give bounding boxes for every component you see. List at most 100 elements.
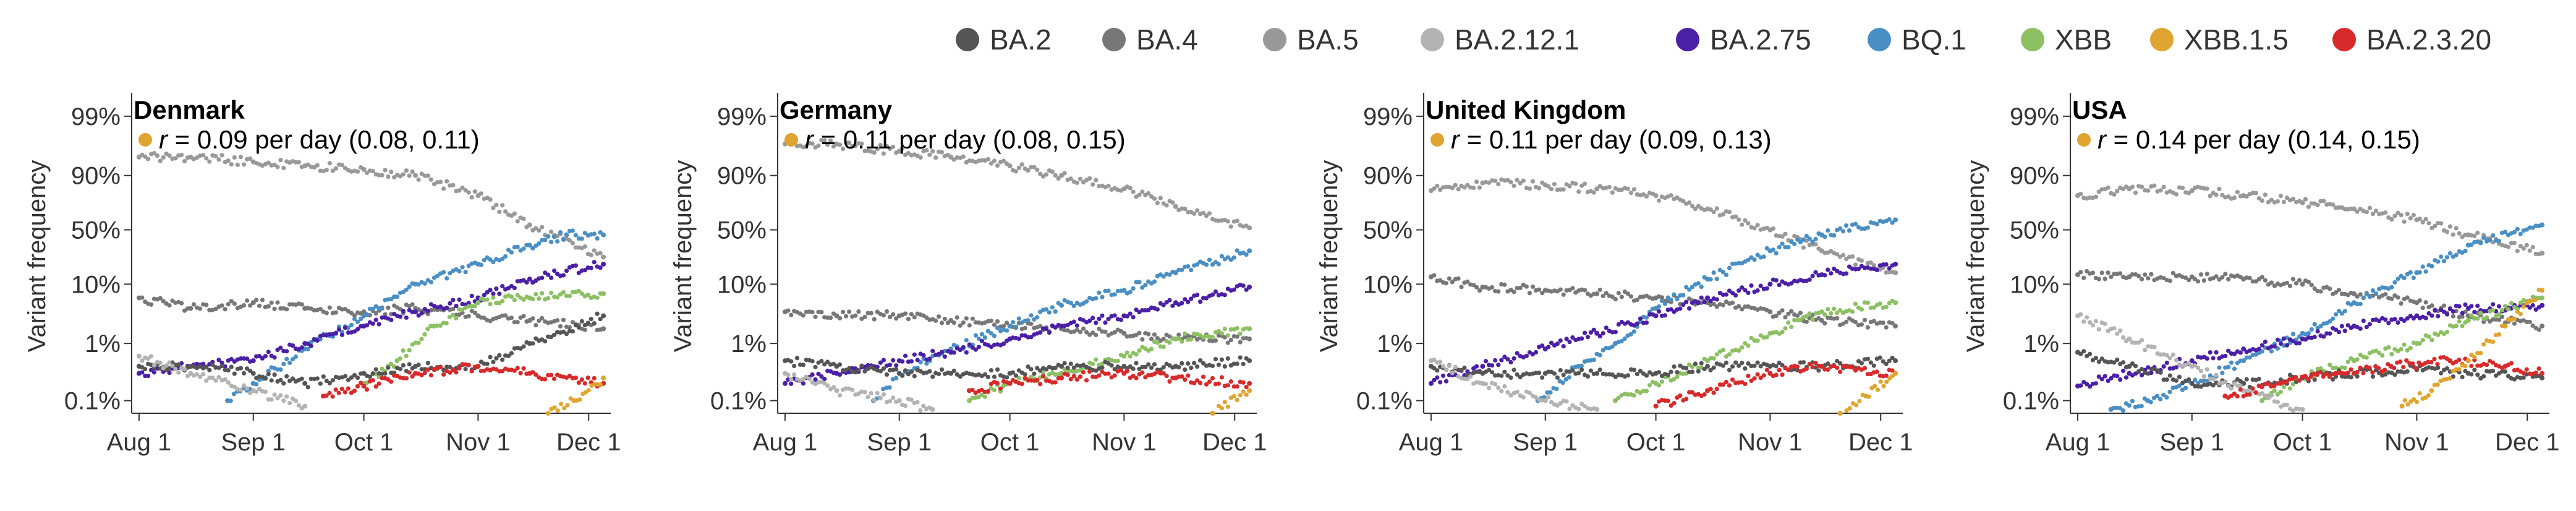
point-ba-2-3-20 <box>419 372 424 377</box>
point-ba-2-12-1 <box>244 386 250 391</box>
point-ba-2-75 <box>413 309 419 315</box>
point-ba-5 <box>2093 194 2098 199</box>
series-ba-2-3-20 <box>967 367 1252 395</box>
point-ba-2-75 <box>444 306 449 311</box>
point-ba-2-75 <box>2263 339 2268 345</box>
point-ba-2-3-20 <box>425 367 430 372</box>
point-ba-2-3-20 <box>370 378 375 383</box>
point-bq-1 <box>1084 299 1089 304</box>
point-ba-2 <box>1705 364 1711 369</box>
point-bq-1 <box>1746 257 1751 262</box>
point-ba-5 <box>1708 207 1713 212</box>
point-xbb-1-5 <box>2506 317 2511 322</box>
x-tick-label: Nov 1 <box>446 429 511 456</box>
point-ba-4 <box>1714 304 1719 309</box>
point-ba-5 <box>825 142 830 147</box>
point-ba-2 <box>1065 365 1070 371</box>
point-ba-4 <box>2183 275 2188 280</box>
point-ba-2-3-20 <box>2315 372 2320 377</box>
point-xbb-1-5 <box>2472 354 2477 359</box>
point-ba-2-75 <box>2272 344 2277 349</box>
point-bq-1 <box>1137 280 1142 285</box>
point-ba-2 <box>585 320 590 325</box>
point-bq-1 <box>573 233 578 238</box>
point-ba-2-12-1 <box>1443 367 1449 372</box>
point-bq-1 <box>2309 327 2314 332</box>
point-bq-1 <box>2490 233 2496 238</box>
point-ba-2-12-1 <box>2096 327 2101 332</box>
point-xbb <box>1749 335 1754 341</box>
point-ba-5 <box>2417 217 2422 221</box>
point-ba-2-3-20 <box>1078 374 1083 379</box>
point-ba-2-12-1 <box>1515 389 1520 395</box>
point-ba-2 <box>1216 363 1221 367</box>
point-ba-4 <box>2195 279 2201 284</box>
point-xbb <box>2287 386 2292 391</box>
point-ba-5 <box>2140 184 2145 189</box>
point-xbb-1-5 <box>1247 388 1252 393</box>
point-ba-4 <box>1774 313 1779 319</box>
point-ba-2 <box>1201 361 1206 366</box>
y-tick-label: 99% <box>71 103 121 131</box>
point-bq-1 <box>422 281 427 286</box>
point-ba-2-12-1 <box>2238 383 2243 389</box>
point-ba-4 <box>2540 324 2545 329</box>
point-ba-2-75 <box>373 317 378 322</box>
point-ba-2-3-20 <box>1195 378 1200 383</box>
point-bq-1 <box>2336 309 2342 314</box>
point-ba-2-3-20 <box>2383 367 2387 372</box>
point-ba-2-3-20 <box>1074 377 1079 382</box>
point-ba-5 <box>2161 184 2166 189</box>
point-ba-2-12-1 <box>238 387 244 393</box>
point-bq-1 <box>992 333 997 338</box>
point-ba-2 <box>315 376 320 381</box>
point-ba-2 <box>241 371 247 376</box>
point-ba-4 <box>967 323 972 328</box>
point-ba-2 <box>2472 367 2477 372</box>
point-xbb-1-5 <box>2490 339 2496 345</box>
point-ba-2-75 <box>2367 322 2372 327</box>
point-xbb <box>1711 356 1716 361</box>
point-ba-4 <box>2106 270 2111 275</box>
point-ba-5 <box>494 202 499 207</box>
point-ba-5 <box>2364 210 2369 215</box>
point-ba-2-12-1 <box>2118 328 2123 333</box>
point-ba-5 <box>2389 217 2394 222</box>
series-xbb <box>2259 294 2545 403</box>
point-ba-2 <box>1499 373 1504 378</box>
point-xbb <box>422 332 427 337</box>
point-bq-1 <box>228 398 233 403</box>
point-bq-1 <box>1686 287 1692 292</box>
point-ba-5 <box>2395 210 2400 215</box>
point-xbb <box>2275 392 2280 397</box>
point-bq-1 <box>887 385 892 390</box>
point-ba-4 <box>1536 287 1542 292</box>
point-bq-1 <box>1847 228 1852 233</box>
point-ba-2-75 <box>201 361 206 366</box>
point-ba-5 <box>816 143 821 148</box>
point-bq-1 <box>509 250 514 255</box>
point-ba-5 <box>592 248 597 253</box>
point-ba-2 <box>401 363 406 368</box>
point-bq-1 <box>1690 285 1695 290</box>
point-ba-5 <box>1056 176 1061 181</box>
point-ba-2-75 <box>903 353 908 358</box>
point-ba-2-75 <box>315 338 320 343</box>
point-ba-2 <box>1210 363 1215 369</box>
point-ba-2-75 <box>1155 307 1160 312</box>
point-ba-4 <box>2187 277 2191 283</box>
series-ba-2-12-1 <box>782 371 935 413</box>
point-ba-5 <box>1225 219 1230 224</box>
point-ba-2-75 <box>589 265 593 270</box>
point-xbb <box>444 320 449 326</box>
point-ba-4 <box>241 303 247 308</box>
point-ba-5 <box>1628 190 1634 195</box>
point-ba-2-3-20 <box>1795 364 1800 369</box>
point-bq-1 <box>364 312 370 317</box>
point-ba-2-75 <box>305 341 310 346</box>
point-ba-2-75 <box>1231 287 1236 292</box>
point-xbb-1-5 <box>2417 391 2422 396</box>
point-ba-5 <box>2259 198 2264 204</box>
point-ba-4 <box>933 318 938 323</box>
point-ba-5 <box>582 244 587 249</box>
